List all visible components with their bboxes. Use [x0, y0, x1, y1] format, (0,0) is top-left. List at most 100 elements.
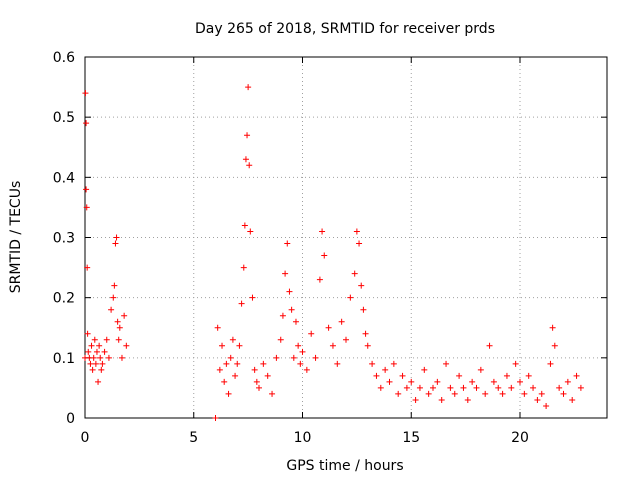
- data-point: [551, 342, 558, 349]
- data-point: [547, 360, 554, 367]
- data-point: [83, 120, 90, 127]
- data-point: [508, 384, 515, 391]
- data-point: [264, 372, 271, 379]
- data-point: [113, 234, 120, 241]
- data-point: [469, 378, 476, 385]
- data-point: [353, 228, 360, 235]
- y-tick-label: 0.5: [53, 110, 75, 126]
- data-point: [319, 228, 326, 235]
- data-point: [303, 366, 310, 373]
- data-point: [273, 354, 280, 361]
- data-point: [116, 324, 123, 331]
- data-point: [308, 330, 315, 337]
- data-point: [321, 252, 328, 259]
- data-point: [351, 270, 358, 277]
- data-point: [316, 276, 323, 283]
- data-point: [292, 318, 299, 325]
- data-point: [425, 390, 432, 397]
- data-point: [421, 366, 428, 373]
- data-point: [97, 354, 104, 361]
- data-point: [112, 240, 119, 247]
- data-point: [96, 342, 103, 349]
- data-point: [225, 390, 232, 397]
- y-tick-label: 0.1: [53, 351, 75, 367]
- series-1: [212, 84, 584, 421]
- data-point: [92, 360, 99, 367]
- data-point: [525, 372, 532, 379]
- data-point: [373, 372, 380, 379]
- x-axis-label: GPS time / hours: [286, 458, 403, 474]
- grid-layer: [85, 57, 607, 418]
- x-tick-label: 5: [189, 430, 198, 446]
- x-tick-label: 20: [511, 430, 529, 446]
- data-point: [101, 348, 108, 355]
- data-point: [227, 354, 234, 361]
- data-point: [247, 228, 254, 235]
- data-point: [245, 84, 252, 91]
- data-point: [490, 378, 497, 385]
- data-point: [98, 366, 105, 373]
- series-0: [82, 90, 130, 385]
- data-point: [299, 348, 306, 355]
- data-point: [84, 330, 91, 337]
- data-point: [290, 354, 297, 361]
- data-point: [110, 294, 117, 301]
- data-point: [360, 306, 367, 313]
- data-point: [530, 384, 537, 391]
- data-point: [358, 282, 365, 289]
- x-tick-label: 10: [294, 430, 312, 446]
- data-point: [256, 384, 262, 391]
- data-point: [83, 204, 90, 211]
- y-axis-label: SRMTID / TECUs: [8, 181, 24, 294]
- data-point: [386, 378, 393, 385]
- data-point: [111, 282, 118, 289]
- y-tick-label: 0.6: [53, 50, 75, 66]
- data-point: [114, 318, 121, 325]
- data-point: [517, 378, 523, 385]
- data-point: [279, 312, 286, 319]
- x-tick-label: 15: [402, 430, 420, 446]
- data-point: [503, 372, 510, 379]
- data-point: [464, 396, 471, 403]
- data-point: [549, 324, 556, 331]
- x-tick-label: 0: [81, 430, 90, 446]
- data-point: [456, 372, 463, 379]
- data-point: [83, 186, 90, 193]
- data-point: [377, 384, 384, 391]
- data-point: [115, 336, 122, 343]
- y-tick-label: 0: [66, 411, 75, 427]
- data-point: [87, 360, 94, 367]
- data-point: [108, 306, 115, 313]
- data-point: [312, 354, 319, 361]
- data-point: [399, 372, 406, 379]
- data-point: [297, 360, 304, 367]
- data-point: [240, 264, 247, 271]
- data-point: [347, 294, 354, 301]
- data-point: [499, 390, 506, 397]
- data-point: [556, 384, 563, 391]
- data-point: [103, 336, 110, 343]
- data-point: [438, 396, 445, 403]
- tick-layer: 0 0.1 0.2 0.3 0.4 0.5 0.6 0 5 10 15 20: [53, 50, 607, 446]
- data-point: [477, 366, 484, 373]
- data-point: [288, 306, 295, 313]
- data-point: [473, 384, 480, 391]
- data-point: [244, 132, 251, 139]
- data-point: [364, 342, 371, 349]
- y-tick-label: 0.4: [53, 170, 75, 186]
- y-tick-label: 0.2: [53, 291, 75, 307]
- data-point: [214, 324, 221, 331]
- data-point: [534, 396, 541, 403]
- data-point: [543, 402, 550, 409]
- data-point: [284, 240, 291, 247]
- data-point: [362, 330, 369, 337]
- data-point: [521, 390, 528, 397]
- data-point: [577, 384, 584, 391]
- data-point: [338, 318, 345, 325]
- data-point: [253, 378, 260, 385]
- data-point: [223, 360, 230, 367]
- data-point: [325, 324, 332, 331]
- data-point: [95, 378, 102, 385]
- data-point: [242, 156, 249, 163]
